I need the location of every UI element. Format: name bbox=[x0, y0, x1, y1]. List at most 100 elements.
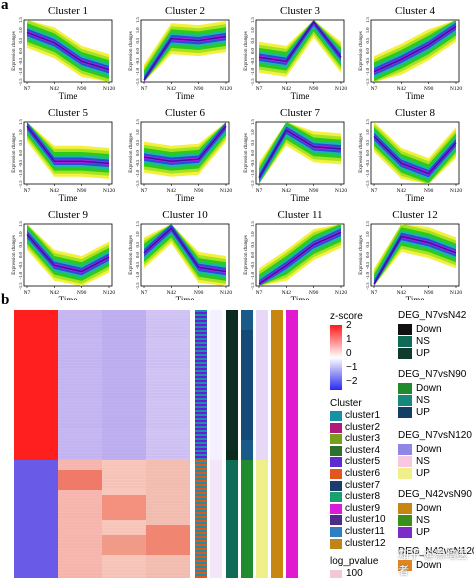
cluster-stripe bbox=[195, 454, 207, 456]
deg-legend-label: UP bbox=[416, 407, 430, 418]
cluster-plot: Cluster 5 N7 N42 N90 N120 Time -1.5 -1.0 -0.5 0.0… bbox=[12, 107, 115, 203]
cluster-stripe bbox=[195, 378, 207, 380]
trend-line bbox=[258, 20, 342, 63]
cluster-legend-label: cluster9 bbox=[345, 502, 381, 514]
x-axis-label: Time bbox=[176, 193, 195, 203]
deg-legend-title: DEG_N42vsN120 bbox=[398, 546, 474, 557]
cluster-plot: Cluster 9 N7 N42 N90 N120 Time -1.5 -1.0 -0.5 0.0… bbox=[12, 209, 115, 300]
y-tick-label: -0.5 bbox=[250, 57, 255, 65]
cluster-stripe bbox=[195, 386, 207, 388]
annotation-column bbox=[226, 460, 238, 578]
log-pvalue-title: log_pvalue bbox=[330, 556, 379, 567]
y-axis-label: Expression changes bbox=[359, 31, 364, 71]
x-axis-label: Time bbox=[291, 193, 310, 203]
y-tick-label: -1.5 bbox=[250, 282, 255, 290]
deg-legend-label: NS bbox=[416, 336, 430, 347]
y-tick-label: 0.0 bbox=[250, 251, 255, 257]
y-tick-label: 1.5 bbox=[135, 16, 140, 22]
x-tick-label: N120 bbox=[220, 86, 232, 92]
cluster-title: Cluster 9 bbox=[48, 209, 89, 221]
deg-legend-title: DEG_N7vsN42 bbox=[398, 310, 467, 321]
deg-legend-label: UP bbox=[416, 468, 430, 479]
y-tick-label: -1.5 bbox=[365, 78, 370, 86]
zscore-tick: 2 bbox=[346, 320, 352, 331]
cluster-stripe bbox=[195, 382, 207, 384]
y-tick-label: 0.0 bbox=[365, 149, 370, 155]
deg-legend-swatch bbox=[398, 348, 412, 359]
cluster-stripe bbox=[195, 490, 207, 492]
x-tick-label: N7 bbox=[24, 86, 31, 92]
deg-legend-label: Down bbox=[416, 503, 442, 514]
cluster-plot: Cluster 8 N7 N42 N90 N120 Time -1.5 -1.0 -0.5 0.0… bbox=[359, 107, 462, 203]
trend-band bbox=[374, 24, 456, 74]
plot-frame bbox=[255, 121, 345, 185]
cluster-stripe bbox=[195, 546, 207, 548]
y-tick-label: 0.5 bbox=[250, 37, 255, 43]
cluster-title: Cluster 4 bbox=[395, 5, 436, 17]
y-tick-label: 0.5 bbox=[365, 241, 370, 247]
trend-line bbox=[258, 129, 342, 179]
cluster-title: Cluster 7 bbox=[280, 107, 321, 119]
cluster-stripe bbox=[195, 322, 207, 324]
cluster-legend-swatch bbox=[330, 515, 342, 526]
trend-band bbox=[144, 122, 226, 168]
x-tick-label: N7 bbox=[371, 290, 378, 296]
cluster-title: Cluster 2 bbox=[165, 5, 205, 17]
y-tick-label: 0.5 bbox=[250, 241, 255, 247]
deg-legend-title: DEG_N7vsN120 bbox=[398, 430, 472, 441]
cluster-stripe bbox=[195, 366, 207, 368]
y-tick-label: 0.5 bbox=[18, 241, 23, 247]
annotation-column bbox=[286, 460, 298, 578]
y-tick-label: 1.0 bbox=[250, 231, 255, 237]
y-tick-label: -1.0 bbox=[135, 67, 140, 75]
y-tick-label: 1.0 bbox=[250, 129, 255, 135]
cluster-legend-label: cluster11 bbox=[345, 526, 385, 537]
cluster-stripe bbox=[195, 402, 207, 404]
y-axis-label: Expression changes bbox=[244, 31, 249, 71]
y-tick-label: 1.5 bbox=[250, 220, 255, 226]
cluster-stripe bbox=[195, 330, 207, 332]
x-tick-label: N42 bbox=[282, 188, 292, 194]
cluster-stripe bbox=[195, 390, 207, 392]
y-tick-label: 0.0 bbox=[135, 47, 140, 53]
cluster-stripe bbox=[195, 326, 207, 328]
trend-line bbox=[143, 125, 227, 163]
log-pvalue-swatch bbox=[330, 570, 342, 578]
cluster-stripe bbox=[195, 398, 207, 400]
y-tick-label: -0.5 bbox=[365, 159, 370, 167]
y-axis-label: Expression changes bbox=[129, 133, 134, 173]
trend-band bbox=[144, 224, 226, 276]
cluster-title: Cluster 1 bbox=[48, 5, 88, 17]
cluster-legend-label: cluster8 bbox=[345, 491, 381, 503]
cluster-stripe bbox=[195, 438, 207, 440]
y-tick-label: -0.5 bbox=[135, 57, 140, 65]
x-tick-label: N42 bbox=[167, 290, 177, 296]
cluster-stripe bbox=[195, 338, 207, 340]
plot-frame bbox=[140, 223, 230, 287]
cluster-plot: Cluster 11 N7 N42 N90 N120 Time -1.5 -1.0 -0.5 0.… bbox=[244, 209, 347, 300]
y-tick-label: 0.5 bbox=[250, 139, 255, 145]
zscore-tick: −1 bbox=[346, 362, 358, 373]
plot-frame bbox=[140, 121, 230, 185]
cluster-legend-label: cluster3 bbox=[345, 433, 381, 445]
cluster-title: Cluster 6 bbox=[165, 107, 206, 119]
annotation-block bbox=[226, 320, 238, 450]
x-axis-label: Time bbox=[406, 91, 425, 101]
watermark: 知乎 @黑暗医者 bbox=[398, 548, 468, 577]
x-tick-label: N90 bbox=[77, 290, 87, 296]
cluster-stripe bbox=[195, 478, 207, 480]
y-tick-label: 1.5 bbox=[18, 220, 23, 226]
x-axis-label: Time bbox=[59, 193, 78, 203]
y-tick-label: 0.5 bbox=[18, 139, 23, 145]
x-tick-label: N7 bbox=[141, 290, 148, 296]
cluster-legend-swatch bbox=[330, 445, 342, 456]
cluster-stripe bbox=[195, 334, 207, 336]
deg-legend-swatch bbox=[398, 560, 412, 571]
y-tick-label: 0.0 bbox=[18, 149, 23, 155]
y-axis-label: Expression changes bbox=[359, 235, 364, 275]
y-tick-label: -1.0 bbox=[18, 67, 23, 75]
zscore-tick: 1 bbox=[346, 334, 352, 345]
cluster-stripe bbox=[195, 342, 207, 344]
cluster-stripe bbox=[195, 530, 207, 532]
trend-band bbox=[259, 126, 341, 182]
